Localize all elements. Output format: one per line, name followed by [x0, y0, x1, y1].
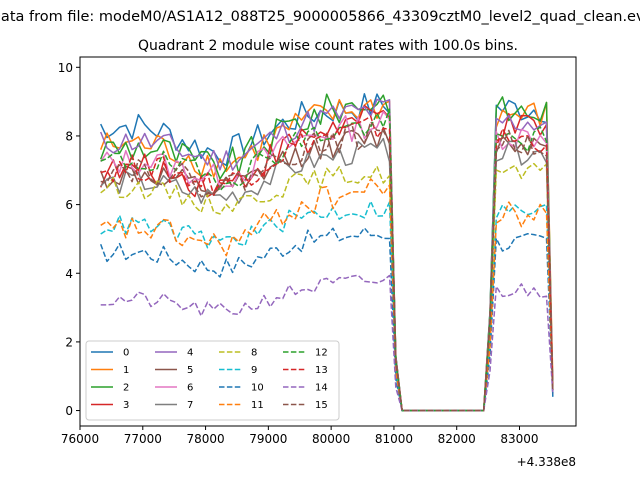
legend-label-3: 3 [123, 400, 129, 411]
legend-label-11: 11 [251, 400, 264, 411]
legend-frame [85, 340, 340, 421]
x-tick-label: 78000 [186, 432, 224, 446]
x-tick-label: 81000 [375, 432, 413, 446]
legend-label-15: 15 [315, 400, 328, 411]
legend-label-5: 5 [187, 365, 193, 376]
y-tick-label: 2 [65, 335, 73, 349]
series-line-8 [100, 162, 554, 412]
series-line-15 [100, 121, 554, 412]
y-tick-label: 4 [65, 267, 73, 281]
legend-label-4: 4 [187, 348, 193, 359]
y-tick-label: 0 [65, 404, 73, 418]
legend-label-10: 10 [251, 383, 264, 394]
plot-area: 76000 77000 78000 79000 80000 81000 82000 83000… [58, 56, 577, 469]
y-tick-label: 8 [65, 129, 73, 143]
x-tick-label: 79000 [249, 432, 287, 446]
x-tick-label: 83000 [500, 432, 538, 446]
x-tick-label: 80000 [312, 432, 350, 446]
legend-label-12: 12 [315, 348, 328, 359]
y-axis: 0 2 4 6 8 10 [58, 61, 80, 418]
x-axis: 76000 77000 78000 79000 80000 81000 82000 83000 [61, 426, 539, 446]
series-layer [99, 93, 554, 412]
legend-label-2: 2 [123, 383, 129, 394]
legend-label-9: 9 [251, 365, 257, 376]
legend-label-8: 8 [251, 348, 257, 359]
legend-label-1: 1 [123, 365, 129, 376]
legend-label-13: 13 [315, 365, 328, 376]
legend-label-0: 0 [123, 348, 129, 359]
x-tick-label: 77000 [124, 432, 162, 446]
legend-label-14: 14 [315, 383, 328, 394]
legend-label-6: 6 [187, 383, 193, 394]
legend-label-7: 7 [187, 400, 193, 411]
axes-frame [79, 56, 577, 427]
figure-suptitle: Data from file: modeM0/AS1A12_088T25_900… [0, 9, 640, 25]
y-tick-label: 6 [65, 198, 73, 212]
chart-title: Quadrant 2 module wise count rates with … [138, 38, 518, 54]
x-offset-label: +4.338e8 [517, 455, 576, 469]
y-tick-label: 10 [58, 61, 73, 75]
x-tick-label: 82000 [438, 432, 476, 446]
x-tick-label: 76000 [61, 432, 99, 446]
